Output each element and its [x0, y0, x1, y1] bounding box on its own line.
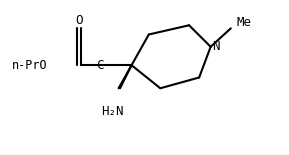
- Text: n-PrO: n-PrO: [12, 59, 47, 72]
- Text: H₂N: H₂N: [102, 105, 124, 118]
- Text: N: N: [212, 40, 220, 53]
- Text: O: O: [75, 14, 83, 27]
- Text: C: C: [96, 59, 104, 72]
- Text: Me: Me: [236, 16, 251, 29]
